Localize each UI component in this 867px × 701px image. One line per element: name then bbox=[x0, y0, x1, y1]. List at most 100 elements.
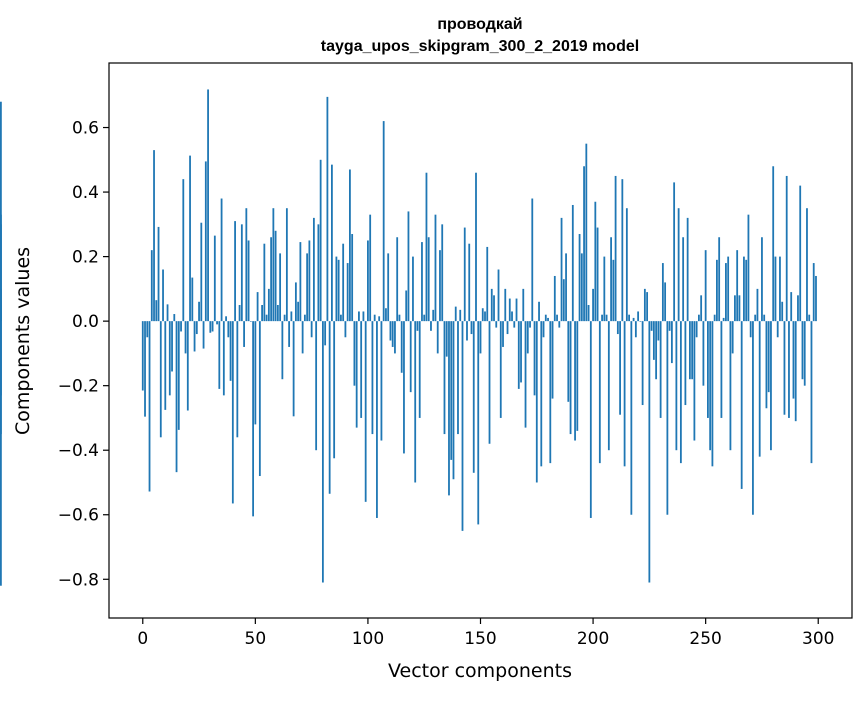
bar bbox=[463, 227, 466, 322]
bar bbox=[634, 321, 637, 338]
bar bbox=[754, 314, 757, 322]
bar bbox=[409, 321, 412, 393]
bar bbox=[513, 321, 516, 328]
bar bbox=[227, 321, 230, 338]
bar bbox=[625, 208, 628, 322]
bar bbox=[279, 253, 282, 322]
bar bbox=[583, 166, 585, 322]
bar bbox=[598, 321, 601, 464]
bar bbox=[661, 263, 664, 322]
bar bbox=[177, 321, 180, 430]
bar bbox=[364, 321, 367, 502]
bar bbox=[790, 292, 793, 322]
bar bbox=[166, 304, 169, 322]
bar bbox=[294, 282, 297, 322]
bar bbox=[466, 321, 468, 341]
bar bbox=[779, 256, 781, 322]
bar bbox=[585, 143, 588, 322]
bar bbox=[589, 321, 592, 518]
bar bbox=[195, 321, 198, 335]
bar bbox=[477, 321, 480, 525]
bar bbox=[484, 311, 486, 322]
bar bbox=[468, 243, 471, 322]
bar bbox=[688, 321, 691, 380]
bar bbox=[315, 321, 318, 451]
bar bbox=[650, 321, 653, 331]
bar bbox=[144, 321, 146, 417]
bar bbox=[391, 321, 394, 347]
bar bbox=[355, 321, 358, 428]
bar bbox=[276, 305, 279, 322]
bar bbox=[639, 321, 642, 322]
bar bbox=[668, 321, 671, 331]
x-tick-label: 50 bbox=[245, 629, 267, 649]
x-tick-label: 150 bbox=[464, 629, 496, 649]
bar bbox=[601, 314, 603, 322]
bar bbox=[641, 321, 644, 406]
bar bbox=[567, 321, 570, 402]
bar bbox=[747, 214, 750, 322]
bar bbox=[765, 321, 768, 409]
bar bbox=[772, 166, 775, 322]
bar bbox=[461, 321, 464, 531]
bar bbox=[490, 288, 493, 322]
bar bbox=[562, 279, 565, 322]
bar bbox=[691, 321, 694, 380]
y-axis-ticks: −0.8 −0.6 −0.4 −0.2 0.0 0.2 0.4 0.6 bbox=[58, 119, 109, 590]
bar bbox=[270, 237, 273, 322]
bar bbox=[794, 321, 797, 422]
bar bbox=[652, 321, 655, 360]
bar bbox=[328, 321, 331, 494]
bar bbox=[517, 321, 520, 389]
bar bbox=[524, 321, 527, 428]
bar bbox=[200, 222, 203, 322]
bar bbox=[360, 321, 363, 418]
bar bbox=[213, 235, 216, 322]
bar bbox=[623, 321, 626, 467]
bar bbox=[520, 321, 522, 383]
bar bbox=[432, 309, 435, 322]
bar bbox=[319, 159, 322, 322]
bar bbox=[155, 300, 158, 322]
bar bbox=[376, 321, 378, 518]
bar bbox=[324, 321, 327, 346]
bar bbox=[247, 240, 250, 322]
bar bbox=[673, 182, 676, 322]
bar bbox=[448, 321, 450, 496]
bar bbox=[256, 292, 259, 322]
bar bbox=[556, 314, 558, 322]
bars-group bbox=[0, 89, 817, 586]
bar bbox=[353, 321, 356, 386]
x-tick-label: 250 bbox=[689, 629, 721, 649]
bar bbox=[346, 263, 349, 322]
bar bbox=[506, 321, 509, 335]
bar bbox=[373, 314, 376, 322]
bar bbox=[459, 309, 462, 322]
bar bbox=[803, 321, 806, 386]
bar bbox=[344, 321, 347, 338]
bar bbox=[481, 308, 484, 322]
x-tick-label: 300 bbox=[802, 629, 834, 649]
y-tick-label: 0.6 bbox=[72, 119, 99, 139]
bar bbox=[439, 250, 441, 322]
bar bbox=[349, 169, 351, 322]
x-tick-label: 0 bbox=[137, 629, 148, 649]
bar bbox=[299, 242, 302, 322]
bar bbox=[716, 259, 718, 322]
bar bbox=[193, 321, 196, 352]
bar bbox=[799, 185, 802, 322]
bar bbox=[576, 321, 579, 431]
bar bbox=[369, 214, 372, 322]
bar bbox=[209, 321, 212, 333]
bar bbox=[499, 321, 502, 418]
bar bbox=[655, 321, 658, 380]
bar bbox=[261, 305, 263, 322]
bar bbox=[285, 208, 288, 322]
bar bbox=[173, 314, 176, 322]
bar bbox=[398, 314, 401, 322]
bar bbox=[358, 311, 360, 322]
bar bbox=[670, 321, 673, 364]
bar bbox=[614, 175, 617, 322]
bar bbox=[317, 224, 320, 322]
